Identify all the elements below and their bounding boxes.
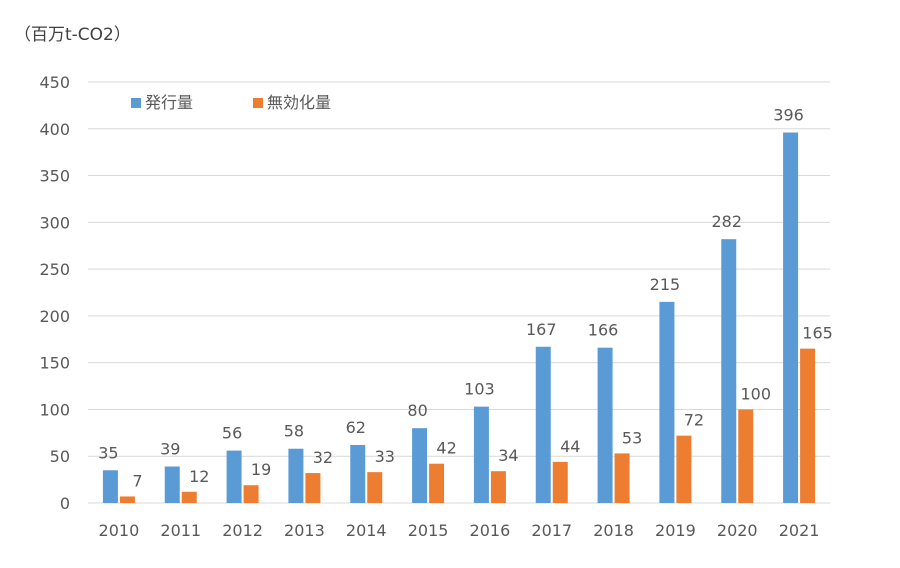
bar-issued	[783, 132, 799, 503]
legend-swatch-issued	[131, 98, 141, 108]
y-tick-label: 250	[39, 260, 70, 279]
data-label-issued: 80	[407, 401, 427, 420]
bar-invalidated	[800, 348, 816, 503]
bar-invalidated	[490, 471, 506, 503]
x-tick-label: 2021	[779, 521, 820, 540]
data-label-issued: 167	[526, 320, 557, 339]
bar-issued	[659, 301, 675, 503]
data-label-invalidated: 19	[251, 460, 271, 479]
y-tick-label: 450	[39, 73, 70, 92]
legend: 発行量 無効化量	[131, 93, 331, 112]
bar-issued	[350, 444, 366, 503]
data-label-issued: 282	[711, 212, 742, 231]
x-tick-label: 2010	[99, 521, 140, 540]
y-tick-label: 100	[39, 400, 70, 419]
x-tick-label: 2015	[408, 521, 449, 540]
y-axis-ticks: 0 50 100 150 200 250 300 350 400 450	[39, 73, 70, 513]
bar-invalidated	[429, 463, 445, 503]
bar-invalidated	[552, 461, 568, 503]
x-axis-ticks: 2010 2011 2012 2013 2014 2015 2016 2017 2018 2019…	[99, 521, 820, 540]
y-tick-label: 300	[39, 213, 70, 232]
y-tick-label: 400	[39, 120, 70, 139]
bar-invalidated	[738, 409, 754, 503]
x-tick-label: 2014	[346, 521, 387, 540]
legend-label-issued: 発行量	[145, 93, 193, 112]
x-tick-label: 2017	[531, 521, 572, 540]
data-label-invalidated: 165	[802, 324, 833, 343]
bar-issued	[535, 346, 551, 503]
bar-issued	[102, 470, 118, 503]
bar-issued	[473, 406, 489, 503]
data-label-invalidated: 32	[313, 448, 333, 467]
data-label-invalidated: 72	[684, 411, 704, 430]
data-label-invalidated: 53	[622, 428, 642, 447]
y-tick-label: 0	[60, 494, 70, 513]
y-tick-label: 200	[39, 307, 70, 326]
data-label-invalidated: 7	[132, 471, 142, 490]
data-label-issued: 62	[346, 418, 366, 437]
legend-label-invalidated: 無効化量	[267, 93, 331, 112]
bar-issued	[226, 450, 242, 503]
data-label-issued: 56	[222, 424, 242, 443]
bar-invalidated	[305, 473, 321, 503]
data-label-invalidated: 12	[189, 467, 209, 486]
bar-invalidated	[243, 485, 259, 503]
data-label-invalidated: 33	[375, 447, 395, 466]
data-label-issued: 58	[284, 422, 304, 441]
bar-invalidated	[676, 435, 692, 503]
bar-issued	[721, 239, 737, 503]
data-label-issued: 215	[650, 275, 681, 294]
data-label-issued: 35	[98, 443, 118, 462]
data-label-issued: 103	[464, 380, 495, 399]
bar-invalidated	[119, 496, 135, 503]
x-tick-label: 2013	[284, 521, 325, 540]
y-tick-label: 150	[39, 354, 70, 373]
data-label-invalidated: 100	[740, 384, 771, 403]
data-label-issued: 39	[160, 440, 180, 459]
x-tick-label: 2016	[470, 521, 511, 540]
gridlines	[88, 81, 830, 504]
bar-invalidated	[614, 453, 630, 503]
y-axis-unit-label: （百万t-CO2）	[14, 25, 131, 45]
y-tick-label: 350	[39, 167, 70, 186]
legend-swatch-invalidated	[253, 98, 263, 108]
bar-issued	[288, 448, 304, 503]
bar-invalidated	[181, 491, 197, 503]
data-label-issued: 166	[588, 321, 619, 340]
x-tick-label: 2019	[655, 521, 696, 540]
bars	[102, 132, 816, 503]
y-tick-label: 50	[50, 447, 70, 466]
bar-issued	[412, 428, 428, 503]
data-label-invalidated: 44	[560, 437, 580, 456]
bar-issued	[597, 347, 613, 503]
x-tick-label: 2011	[160, 521, 201, 540]
x-tick-label: 2020	[717, 521, 758, 540]
x-tick-label: 2012	[222, 521, 263, 540]
data-labels: 35 7 39 12 56 19 58 32 62 33 80 42 103 34 167 44 166 53 21…	[98, 106, 833, 491]
bar-issued	[164, 466, 180, 503]
bar-invalidated	[367, 472, 383, 503]
x-tick-label: 2018	[593, 521, 634, 540]
data-label-invalidated: 34	[498, 446, 518, 465]
data-label-invalidated: 42	[436, 439, 456, 458]
data-label-issued: 396	[773, 106, 804, 125]
